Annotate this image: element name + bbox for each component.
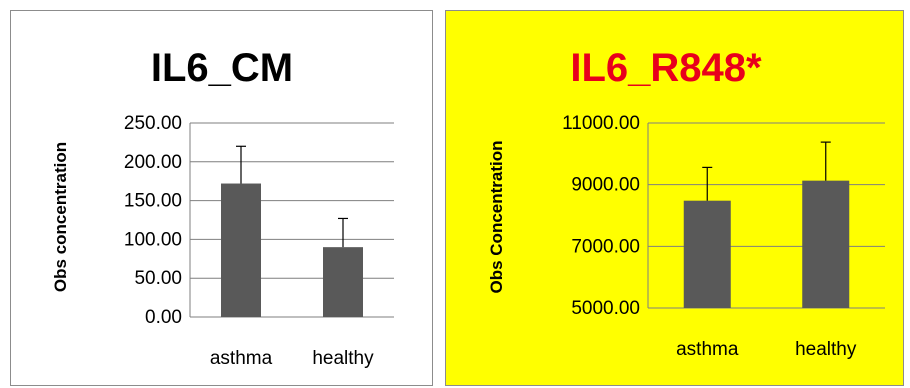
x-tick-label: healthy (795, 339, 857, 360)
y-tick-label: 9000.00 (571, 175, 640, 196)
chart-svg-il6-cm: IL6_CM Obs concentration 0.00 50.00 100.00… (51, 46, 394, 369)
y-axis-label: Obs concentration (51, 142, 70, 292)
bar-asthma (683, 200, 731, 308)
y-tick-label: 150.00 (124, 191, 182, 212)
x-tick-label: healthy (312, 348, 374, 369)
y-tick-label: 100.00 (124, 229, 182, 250)
y-tick-label: 11000.00 (562, 113, 640, 134)
x-tick-label: asthma (210, 348, 273, 369)
y-axis-label: Obs Concentration (487, 140, 506, 293)
y-tick-label: 250.00 (124, 113, 182, 134)
y-tick-label: 50.00 (134, 268, 182, 289)
chart-title: IL6_R848* (570, 46, 762, 90)
y-tick-label: 7000.00 (571, 236, 640, 257)
chart-svg-il6-r848: IL6_R848* Obs Concentration 5000.00 7000.… (487, 46, 885, 360)
y-tick-label: 0.00 (145, 307, 182, 328)
y-tick-label: 5000.00 (571, 298, 640, 319)
x-tick-label: asthma (676, 339, 739, 360)
bar-healthy (323, 247, 363, 317)
chart-title: IL6_CM (151, 46, 293, 90)
chart-panel-il6-cm: IL6_CM Obs concentration 0.00 50.00 100.00… (10, 10, 433, 386)
chart-panel-il6-r848: IL6_R848* Obs Concentration 5000.00 7000.… (445, 10, 904, 386)
bar-healthy (802, 180, 850, 308)
y-tick-label: 200.00 (124, 152, 182, 173)
bar-asthma (221, 183, 261, 317)
